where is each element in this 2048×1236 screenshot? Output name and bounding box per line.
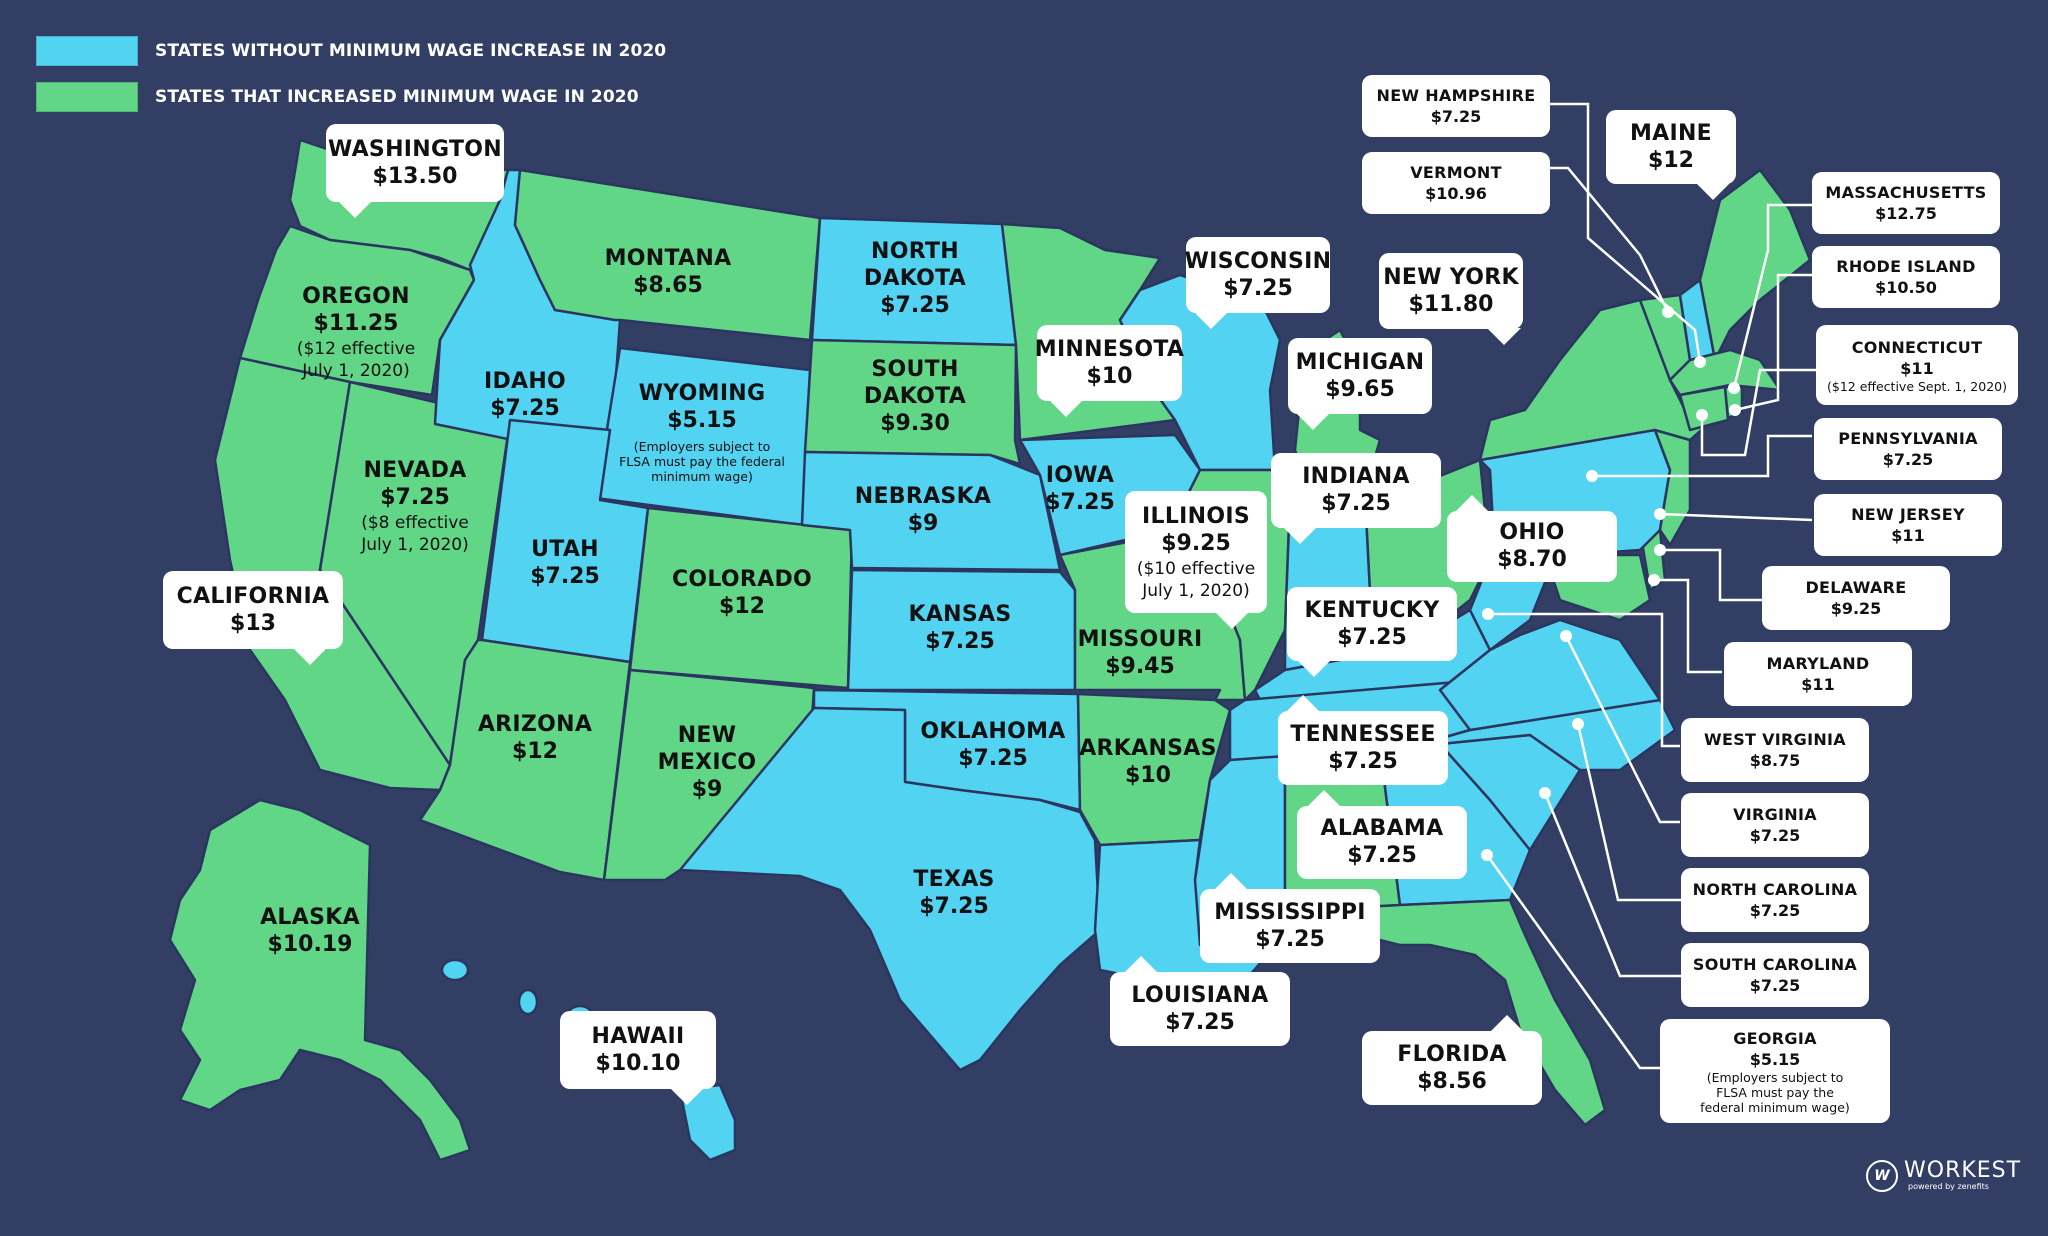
state-connecticut[interactable]	[1678, 385, 1730, 432]
callout-alabama: ALABAMA $7.25	[1297, 790, 1467, 879]
label-south-dakota: SOUTH DAKOTA $9.30	[863, 357, 967, 436]
label-arkansas: ARKANSAS $10	[1079, 736, 1217, 788]
state-hawaii-oahu[interactable]	[517, 988, 539, 1016]
label-kansas: KANSAS $7.25	[908, 602, 1012, 654]
callout-virginia: VIRGINIA $7.25	[1681, 793, 1869, 857]
callout-new-jersey: NEW JERSEY $11	[1814, 494, 2002, 556]
leader-south-carolina	[1543, 792, 1690, 978]
legend-swatch-blue	[36, 36, 138, 66]
leader-north-carolina	[1576, 723, 1690, 902]
label-north-dakota: NORTH DAKOTA $7.25	[863, 239, 967, 318]
label-wyoming: WYOMING $5.15 (Employers subject to FLSA…	[619, 381, 785, 484]
callout-tennessee: TENNESSEE $7.25	[1278, 695, 1448, 785]
state-florida[interactable]	[1308, 898, 1607, 1127]
workest-brand: W WORKEST powered by zenefits	[1866, 1160, 2021, 1192]
label-montana: MONTANA $8.65	[604, 246, 732, 298]
label-nevada: NEVADA $7.25 ($8 effective July 1, 2020)	[361, 458, 469, 555]
label-oklahoma: OKLAHOMA $7.25	[920, 719, 1066, 771]
callout-wisconsin: WISCONSIN $7.25	[1185, 237, 1331, 329]
leader-pennsylvania	[1592, 434, 1812, 478]
legend-swatch-green	[36, 82, 138, 112]
callout-indiana: INDIANA $7.25	[1271, 453, 1441, 544]
label-new-mexico: NEW MEXICO $9	[657, 723, 757, 802]
callout-florida: FLORIDA $8.56	[1362, 1015, 1542, 1105]
label-utah: UTAH $7.25	[530, 537, 600, 589]
callout-illinois: ILLINOIS $9.25 ($10 effective July 1, 20…	[1125, 491, 1267, 629]
label-colorado: COLORADO $12	[671, 567, 813, 619]
callout-pennsylvania: PENNSYLVANIA $7.25	[1814, 418, 2002, 480]
state-texas[interactable]	[678, 706, 1102, 1072]
label-nebraska: NEBRASKA $9	[854, 484, 992, 536]
legend-item-no-increase: STATES WITHOUT MINIMUM WAGE INCREASE IN …	[36, 36, 666, 66]
leader-delaware	[1660, 548, 1762, 602]
callout-louisiana: LOUISIANA $7.25	[1110, 956, 1290, 1046]
leader-vermont	[1550, 166, 1670, 313]
callout-washington: WASHINGTON $13.50	[326, 124, 504, 218]
callout-minnesota: MINNESOTA $10	[1035, 325, 1184, 417]
callout-georgia: GEORGIA $5.15 (Employers subject to FLSA…	[1660, 1019, 1890, 1123]
leader-virginia	[1564, 635, 1680, 824]
callout-rhode-island: RHODE ISLAND $10.50	[1812, 246, 2000, 308]
callout-north-carolina: NORTH CAROLINA $7.25	[1681, 868, 1869, 932]
callout-maryland: MARYLAND $11	[1724, 642, 1912, 706]
label-texas: TEXAS $7.25	[913, 867, 995, 919]
leader-west-virginia	[1488, 612, 1680, 748]
leader-rhode-island	[1734, 273, 1812, 412]
leader-new-hampshire	[1550, 102, 1702, 363]
callout-maine: MAINE $12	[1606, 110, 1736, 200]
callout-ohio: OHIO $8.70	[1447, 495, 1617, 582]
legend: STATES WITHOUT MINIMUM WAGE INCREASE IN …	[36, 36, 666, 128]
callout-mississippi: MISSISSIPPI $7.25	[1200, 873, 1380, 963]
callout-michigan: MICHIGAN $9.65	[1288, 338, 1432, 430]
legend-label: STATES WITHOUT MINIMUM WAGE INCREASE IN …	[155, 41, 667, 61]
callout-new-york: NEW YORK $11.80	[1379, 253, 1523, 345]
callout-hawaii: HAWAII $10.10	[560, 1011, 716, 1105]
label-oregon: OREGON $11.25 ($12 effective July 1, 202…	[296, 284, 416, 381]
label-alaska: ALASKA $10.19	[260, 905, 360, 957]
callout-new-hampshire: NEW HAMPSHIRE $7.25	[1362, 75, 1550, 137]
label-iowa: IOWA $7.25	[1045, 463, 1115, 515]
legend-item-increased: STATES THAT INCREASED MINIMUM WAGE IN 20…	[36, 82, 666, 112]
state-maine[interactable]	[1698, 168, 1812, 362]
state-oregon[interactable]	[238, 224, 476, 397]
label-arizona: ARIZONA $12	[477, 712, 593, 764]
leader-maryland	[1654, 578, 1722, 674]
callout-delaware: DELAWARE $9.25	[1762, 566, 1950, 630]
callout-connecticut: CONNECTICUT $11 ($12 effective Sept. 1, …	[1816, 325, 2018, 405]
label-missouri: MISSOURI $9.45	[1077, 627, 1203, 679]
callout-vermont: VERMONT $10.96	[1362, 152, 1550, 214]
leader-massachusetts	[1732, 203, 1812, 389]
workest-logo-icon: W	[1866, 1160, 1898, 1192]
leader-georgia	[1485, 854, 1660, 1070]
leader-connecticut	[1700, 368, 1816, 457]
state-alaska[interactable]	[168, 798, 472, 1162]
callout-kentucky: KENTUCKY $7.25	[1287, 587, 1457, 677]
leader-new-jersey	[1659, 512, 1813, 522]
state-hawaii-kauai[interactable]	[440, 958, 470, 982]
callout-west-virginia: WEST VIRGINIA $8.75	[1681, 718, 1869, 782]
callout-massachusetts: MASSACHUSETTS $12.75	[1812, 172, 2000, 234]
legend-label: STATES THAT INCREASED MINIMUM WAGE IN 20…	[155, 87, 639, 107]
brand-tagline: powered by zenefits	[1908, 1182, 1989, 1191]
callout-south-carolina: SOUTH CAROLINA $7.25	[1681, 943, 1869, 1007]
callout-california: CALIFORNIA $13	[163, 571, 343, 665]
label-idaho: IDAHO $7.25	[483, 369, 567, 421]
state-nebraska[interactable]	[800, 450, 1062, 572]
brand-name: WORKEST	[1904, 1158, 2022, 1183]
